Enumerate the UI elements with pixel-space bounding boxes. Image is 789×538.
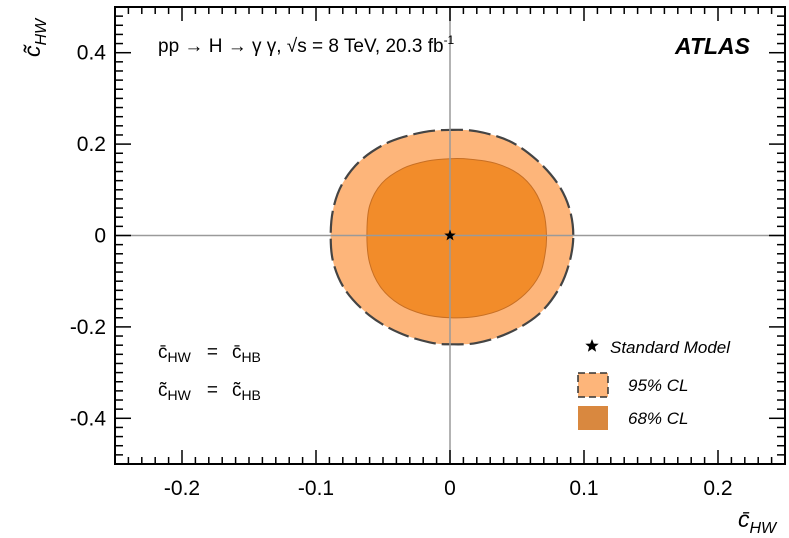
x-tick-label: 0.1 (569, 477, 598, 500)
y-tick-label: 0.4 (77, 42, 107, 65)
standard-model-star (444, 229, 456, 241)
constraint-line-2: c̃HW = c̃HB (158, 380, 261, 403)
process-annotation: pp → H → γ γ, √s = 8 TeV, 20.3 fb-1 (158, 33, 455, 57)
y-tick-label: -0.2 (70, 316, 106, 339)
x-tick-label: 0.2 (703, 477, 732, 500)
y-axis-title: c̃HW (19, 17, 50, 57)
y-tick-label: 0 (94, 225, 106, 248)
y-tick-label: 0.2 (77, 133, 106, 156)
legend-swatch-95cl (577, 372, 609, 398)
legend-label-95cl: 95% CL (628, 376, 688, 395)
x-tick-label: -0.2 (164, 477, 200, 500)
axis-ticks (114, 6, 786, 465)
x-tick-label: -0.1 (298, 477, 334, 500)
legend-label-standard-model: Standard Model (610, 338, 731, 357)
x-tick-label: 0 (444, 477, 456, 500)
legend: Standard Model 95% CL 68% CL (577, 338, 731, 430)
legend-star-icon (585, 339, 599, 352)
y-tick-labels: -0.4 -0.2 0 0.2 0.4 (70, 42, 107, 431)
constraint-line-1: c̄HW = c̄HB (158, 342, 261, 365)
legend-swatch-68cl (578, 406, 608, 430)
legend-label-68cl: 68% CL (628, 409, 688, 428)
contour-68-cl (366, 158, 548, 319)
y-tick-label: -0.4 (70, 407, 107, 430)
x-tick-labels: -0.2 -0.1 0 0.1 0.2 (164, 477, 733, 500)
atlas-label: ATLAS (674, 33, 751, 59)
x-axis-title: c̄HW (738, 506, 778, 537)
